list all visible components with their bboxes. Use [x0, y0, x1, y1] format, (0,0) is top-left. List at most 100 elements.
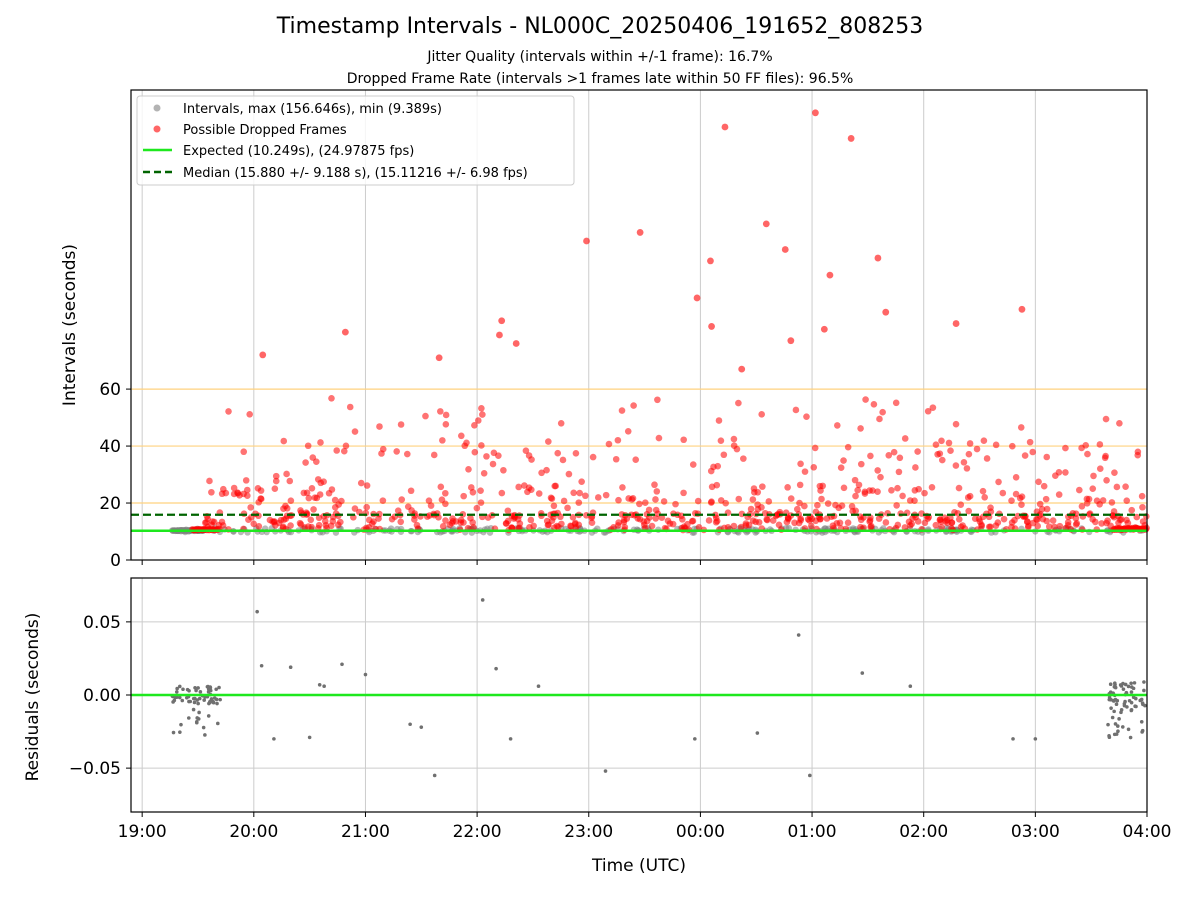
dropped-frame-point	[483, 453, 490, 460]
dropped-frame-point	[504, 517, 512, 525]
residual-point	[1109, 698, 1113, 702]
residual-point	[175, 686, 179, 691]
dropped-frame-point	[230, 490, 238, 498]
dropped-frame-point	[615, 496, 622, 504]
residuals-ytick-label: −0.05	[69, 759, 121, 779]
dropped-frame-point	[952, 462, 960, 469]
residual-point	[860, 671, 865, 675]
residual-point	[186, 716, 191, 720]
dropped-frame-point	[1038, 505, 1046, 513]
residual-point	[1114, 702, 1119, 707]
dropped-frame-point	[255, 522, 263, 530]
dropped-frame-point	[480, 469, 488, 477]
dropped-frame-point	[427, 502, 435, 509]
residual-point	[217, 685, 221, 690]
dropped-frame-point	[477, 487, 484, 494]
dropped-frame-point	[559, 456, 567, 464]
dropped-frame-point	[442, 489, 449, 497]
dropped-frame-point	[948, 519, 956, 526]
residual-point	[1112, 709, 1116, 714]
dropped-frame-point	[849, 507, 856, 515]
residual-point	[1128, 735, 1133, 740]
dropped-frame-point	[545, 438, 552, 445]
residual-point	[177, 695, 182, 700]
dropped-frame-point	[877, 473, 884, 481]
residual-point	[288, 665, 293, 670]
dropped-frame-point	[1098, 520, 1105, 527]
legend-item-dropped: Possible Dropped Frames	[183, 123, 347, 138]
dropped-frame-point	[836, 519, 844, 527]
residual-point	[181, 687, 185, 692]
residual-point	[206, 714, 211, 718]
dropped-frame-point	[892, 399, 900, 407]
dropped-frame-point	[995, 478, 1002, 486]
dropped-frame-point	[257, 495, 264, 502]
dropped-frame-point	[1055, 468, 1063, 476]
dropped-frame-point	[908, 520, 916, 528]
dropped-frame-point	[688, 517, 696, 525]
dropped-frame-point	[848, 503, 856, 510]
dropped-frame-point	[628, 496, 636, 503]
residual-point	[1107, 734, 1111, 738]
dropped-frame-point	[735, 495, 743, 503]
dropped-frame-point	[474, 417, 482, 424]
dropped-frame-point-outlier	[721, 123, 729, 131]
dropped-frame-point	[469, 488, 477, 496]
dropped-frame-point	[896, 454, 904, 462]
chart-title: Timestamp Intervals - NL000C_20250406_19…	[276, 14, 924, 39]
dropped-frame-point	[720, 451, 728, 459]
dropped-frame-point	[816, 482, 824, 490]
dropped-frame-point	[804, 515, 812, 523]
dropped-frame-point	[351, 505, 359, 512]
dropped-frame-point	[457, 432, 465, 440]
dropped-frame-point	[994, 519, 1002, 526]
dropped-frame-point	[801, 502, 808, 510]
dropped-frame-point	[495, 452, 502, 459]
residual-point	[1119, 708, 1124, 712]
dropped-frame-point	[921, 489, 928, 497]
dropped-frame-point	[439, 437, 446, 444]
dropped-frame-point	[398, 496, 406, 503]
dropped-frame-point	[331, 496, 339, 504]
dropped-frame-point	[855, 481, 863, 489]
residual-point	[1120, 725, 1125, 729]
dropped-frame-point-outlier	[847, 135, 855, 142]
dropped-frame-point	[1064, 519, 1072, 526]
residual-point	[1121, 687, 1126, 691]
dropped-frame-point	[801, 468, 809, 475]
dropped-frame-point	[357, 479, 365, 487]
dropped-frame-point	[310, 506, 317, 513]
residual-point	[259, 663, 264, 668]
dropped-frame-point	[833, 422, 841, 429]
dropped-frame-point	[282, 502, 289, 510]
dropped-frame-point	[655, 434, 663, 442]
dropped-frame-point	[929, 404, 937, 411]
dropped-frame-point	[313, 458, 320, 466]
residual-point	[1143, 703, 1147, 708]
dropped-frame-point	[938, 523, 945, 531]
residual-point	[197, 710, 201, 715]
residual-point	[1116, 729, 1120, 733]
dropped-frame-point	[575, 499, 583, 506]
dropped-frame-point	[973, 445, 981, 453]
dropped-frame-point	[467, 514, 474, 522]
dropped-frame-point	[1075, 486, 1083, 494]
dropped-frame-point	[572, 524, 580, 531]
dropped-frame-point	[1056, 522, 1064, 530]
dropped-frame-point	[552, 482, 559, 490]
residual-point	[432, 773, 437, 778]
dropped-frame-point	[321, 517, 329, 525]
dropped-frame-point	[1096, 465, 1104, 473]
dropped-frame-point	[368, 520, 376, 527]
dropped-frame-point	[308, 485, 316, 492]
residual-point	[178, 730, 182, 734]
dropped-frame-point	[976, 518, 984, 525]
dropped-frame-point	[979, 487, 987, 495]
dropped-frame-point	[340, 447, 348, 455]
dropped-frame-point	[628, 511, 635, 519]
dropped-frame-point	[582, 492, 589, 500]
dropped-frame-point	[250, 520, 258, 528]
residual-point	[494, 666, 498, 671]
dropped-frame-point	[901, 435, 909, 442]
dropped-frame-point	[296, 519, 304, 527]
